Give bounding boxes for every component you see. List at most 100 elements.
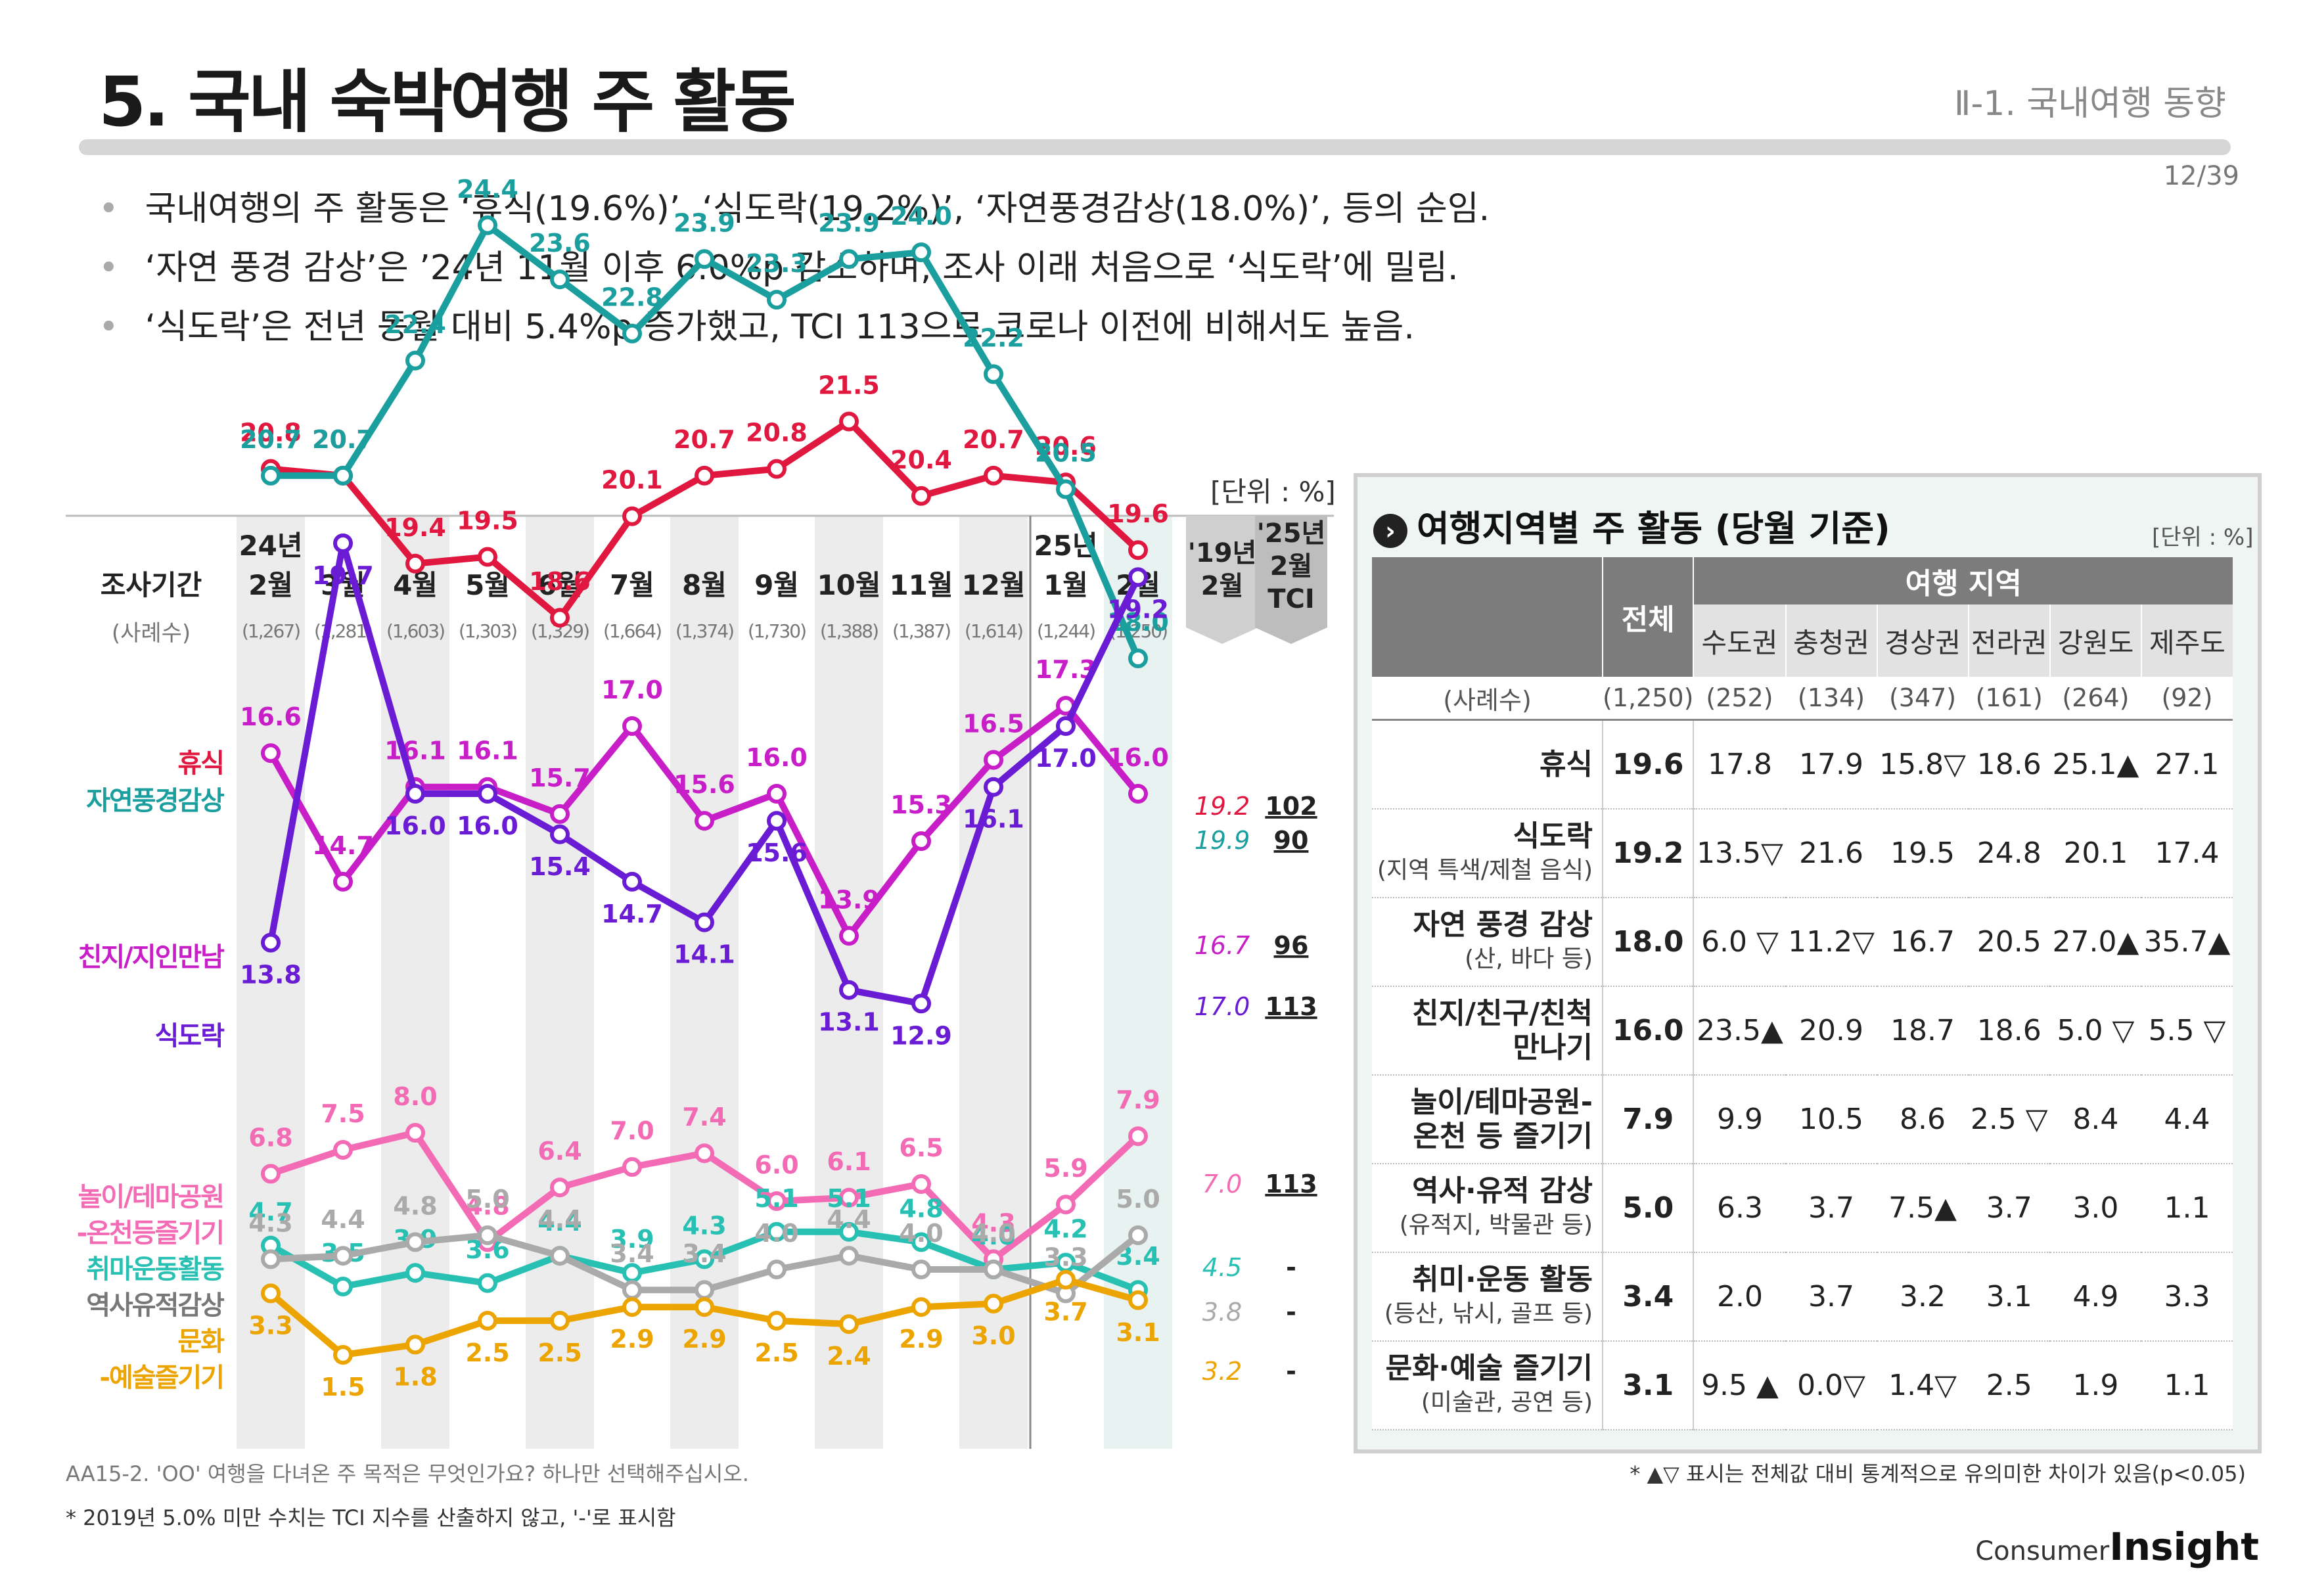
category-count: (1,388) — [820, 620, 878, 642]
tci-value: 113 — [1265, 1170, 1317, 1198]
category-count: (1,244) — [1037, 620, 1095, 642]
data-label: 3.3 — [248, 1311, 292, 1340]
value-cell: 3.7 — [1785, 1164, 1877, 1253]
value-cell: 18.6 — [1968, 986, 2050, 1076]
data-label: 16.0 — [457, 811, 518, 840]
corner-cell — [1372, 557, 1603, 677]
category-count: (1,614) — [965, 620, 1022, 642]
data-label: 2.9 — [682, 1325, 726, 1354]
data-label: 21.5 — [818, 371, 880, 400]
data-label: 5.9 — [1043, 1154, 1087, 1183]
value-cell: 18.7 — [1877, 986, 1969, 1076]
value-cell: 15.8▽ — [1877, 719, 1969, 809]
total-cell: 7.9 — [1601, 1075, 1695, 1164]
data-label: 16.1 — [963, 805, 1024, 834]
value-cell: 23.5▲ — [1693, 986, 1786, 1076]
data-label: 1.5 — [321, 1373, 365, 1402]
value-cell: 2.0 — [1693, 1252, 1786, 1342]
data-point — [839, 926, 859, 946]
prev-value: 19.2 — [1195, 792, 1250, 821]
data-point — [478, 1273, 497, 1293]
data-point — [550, 1177, 570, 1198]
data-point — [911, 486, 931, 506]
data-point — [695, 912, 714, 932]
data-point — [622, 1297, 642, 1317]
tci-value: - — [1286, 1357, 1296, 1386]
value-cell: 18.6 — [1968, 719, 2050, 809]
data-label: 15.6 — [746, 838, 808, 867]
data-label: 20.7 — [673, 425, 735, 454]
data-point — [261, 1164, 281, 1184]
value-cell: 17.4 — [2141, 809, 2233, 898]
data-label: 12.9 — [890, 1021, 952, 1050]
data-point — [695, 465, 714, 486]
value-cell: 7.5▲ — [1877, 1164, 1969, 1253]
region-header: 수도권 — [1693, 604, 1786, 677]
data-label: 6.5 — [899, 1133, 943, 1162]
data-point — [478, 215, 497, 235]
value-cell: 27.1 — [2141, 719, 2233, 809]
tci-value: - — [1286, 1253, 1296, 1282]
data-point — [261, 932, 281, 953]
table-row: 친지/친구/친척 만나기 16.0 23.5▲ 20.9 18.7 18.6 5.0 ▽ 5.5… — [1372, 986, 2233, 1076]
data-label: 16.5 — [963, 710, 1024, 739]
total-header: 전체 — [1601, 557, 1694, 677]
table-row: 식도락 (지역 특색/제철 음식) 19.2 13.5▽ 21.6 19.5 24.8 20.… — [1372, 809, 2233, 898]
prev-value: 4.5 — [1202, 1253, 1242, 1282]
data-label: 23.6 — [529, 229, 591, 258]
tci-note: * 2019년 5.0% 미만 수치는 TCI 지수를 산출하지 않고, '-'… — [66, 1505, 676, 1530]
data-point — [695, 1280, 714, 1300]
data-point — [839, 1221, 859, 1242]
value-cell: 3.1 — [1968, 1252, 2050, 1342]
page-number: 12/39 — [2163, 161, 2239, 191]
data-point — [911, 993, 931, 1014]
data-point — [1056, 1195, 1076, 1215]
data-label: 1.8 — [393, 1362, 437, 1391]
data-point — [622, 323, 642, 344]
data-point — [261, 1249, 281, 1269]
data-label: 4.0 — [971, 1219, 1015, 1248]
value-cell: 3.2 — [1877, 1252, 1969, 1342]
data-point — [550, 608, 570, 628]
data-label: 2.9 — [899, 1325, 943, 1354]
period-shade — [526, 516, 594, 1449]
period-shade — [381, 516, 449, 1449]
count-cell: (264) — [2049, 677, 2141, 721]
value-cell: 3.3 — [2141, 1252, 2233, 1342]
data-point — [261, 1283, 281, 1304]
brand-logo: ConsumerInsight — [1975, 1524, 2259, 1569]
legend-label: 식도락 — [155, 1021, 225, 1051]
data-point — [333, 871, 353, 892]
region-panel-title: › 여행지역별 주 활동 (당월 기준) — [1373, 499, 1890, 551]
data-label: 19.2 — [1107, 595, 1169, 624]
row-label: 역사·유적 감상 (유적지, 박물관 등) — [1372, 1164, 1603, 1253]
tci-header-2: 2월 — [1270, 551, 1313, 581]
row-label: 휴식 — [1372, 719, 1603, 809]
data-label: 4.3 — [248, 1208, 292, 1237]
value-cell: 3.7 — [1785, 1252, 1877, 1342]
value-cell: 3.0 — [2049, 1164, 2141, 1253]
category-month: 8월 — [682, 569, 727, 601]
prev-value: 3.8 — [1202, 1298, 1242, 1327]
data-point — [1128, 540, 1148, 560]
value-cell: 13.5▽ — [1693, 809, 1786, 898]
data-point — [405, 1232, 425, 1252]
data-label: 20.1 — [601, 466, 663, 495]
data-point — [333, 1140, 353, 1160]
data-point — [767, 290, 787, 310]
data-point — [984, 1294, 1003, 1313]
category-month: 5월 — [465, 569, 510, 601]
data-label: 2.5 — [465, 1338, 509, 1367]
data-point — [622, 506, 642, 526]
data-label: 19.7 — [312, 561, 374, 590]
data-label: 19.5 — [457, 507, 518, 536]
data-label: 6.0 — [754, 1151, 798, 1179]
data-point — [1128, 567, 1148, 587]
table-row: 놀이/테마공원- 온천 등 즐기기 7.9 9.9 10.5 8.6 2.5 ▽ 8.4 4.4 — [1372, 1075, 2233, 1164]
value-cell: 24.8 — [1968, 809, 2050, 898]
data-point — [333, 465, 353, 486]
data-label: 4.0 — [899, 1219, 943, 1248]
value-cell: 8.4 — [2049, 1075, 2141, 1164]
total-cell: 3.4 — [1601, 1252, 1695, 1342]
data-label: 13.1 — [818, 1008, 880, 1037]
